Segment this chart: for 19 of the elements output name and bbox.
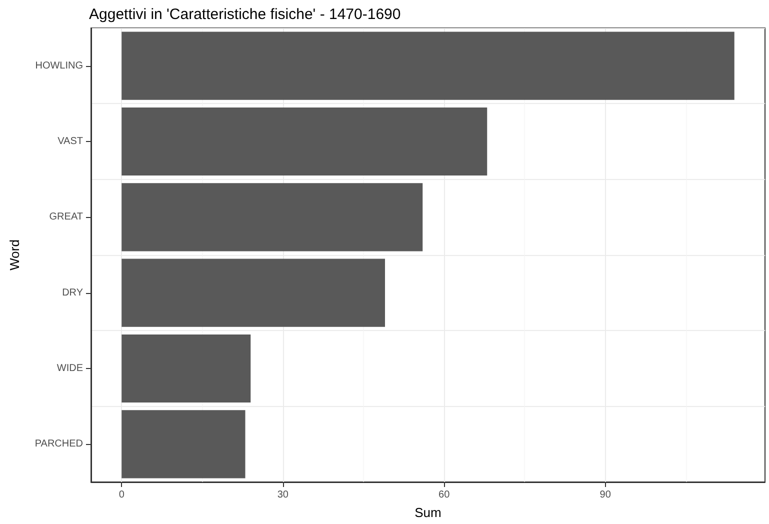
bar bbox=[122, 107, 488, 176]
y-tick-label: PARCHED bbox=[34, 438, 83, 450]
x-tick-label: 60 bbox=[438, 490, 450, 500]
y-tick-label: WIDE bbox=[56, 363, 84, 374]
y-tick-label: DRY bbox=[62, 287, 84, 298]
x-tick-label: 30 bbox=[277, 490, 289, 500]
y-tick-label: VAST bbox=[58, 136, 83, 147]
y-tick-label: HOWLING bbox=[35, 60, 84, 72]
bar bbox=[122, 334, 251, 403]
x-tick-label: 0 bbox=[118, 490, 125, 500]
bar bbox=[122, 410, 246, 478]
x-axis-title: Sum bbox=[414, 505, 442, 520]
chart-title: Aggettivi in 'Caratteristiche fisiche' - 1470-1690 bbox=[89, 6, 401, 23]
bar bbox=[122, 32, 734, 100]
bar bbox=[122, 258, 385, 327]
y-tick-label: GREAT bbox=[49, 212, 83, 223]
bar bbox=[122, 183, 423, 252]
x-tick-label: 90 bbox=[600, 490, 612, 500]
y-axis-title: Word bbox=[7, 240, 22, 270]
